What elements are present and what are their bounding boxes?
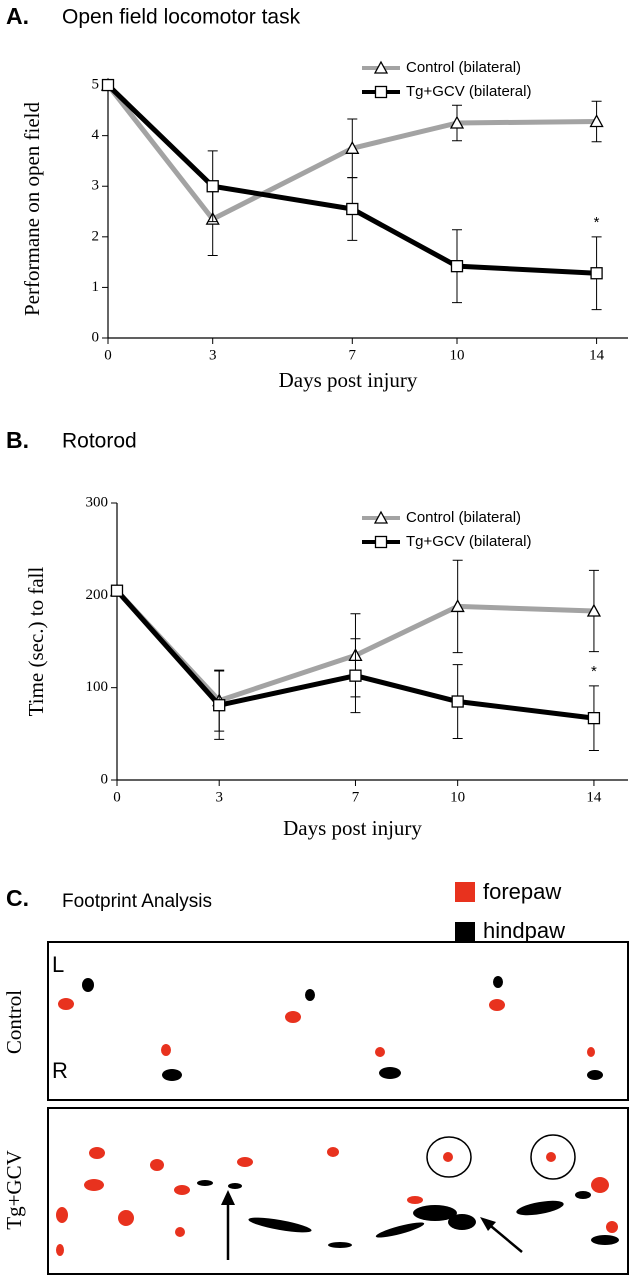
chart-title: Open field locomotor task	[62, 6, 301, 29]
row-label: Control	[2, 990, 26, 1054]
y-tick-label: 4	[92, 127, 100, 143]
marker	[450, 599, 465, 613]
legend-label: forepaw	[483, 879, 561, 904]
x-axis-label: Days post injury	[279, 368, 418, 392]
legend-label: hindpaw	[483, 918, 565, 943]
x-tick-label: 7	[349, 347, 357, 363]
panel-label: A.	[6, 3, 29, 29]
y-tick-label: 300	[86, 494, 109, 510]
y-tick-label: 100	[86, 679, 109, 695]
marker	[451, 695, 464, 708]
marker	[450, 260, 464, 273]
row-label: Tg+GCV	[2, 1150, 26, 1230]
marker	[101, 78, 115, 92]
chart-title: Rotorod	[62, 430, 137, 453]
x-tick-label: 10	[450, 789, 465, 805]
marker	[349, 669, 362, 682]
marker	[589, 114, 604, 128]
footprint-box	[47, 941, 629, 1101]
annotation: *	[594, 214, 600, 231]
marker	[110, 584, 124, 597]
legend-swatch	[455, 882, 475, 902]
marker	[345, 140, 360, 154]
y-tick-label: 1	[92, 279, 100, 295]
x-tick-label: 3	[215, 789, 223, 805]
footprints	[56, 976, 619, 1260]
x-tick-label: 3	[209, 347, 217, 363]
y-tick-label: 5	[92, 76, 100, 92]
legend-marker	[374, 85, 388, 99]
legend-label: Tg+GCV (bilateral)	[406, 533, 531, 550]
y-tick-label: 3	[92, 178, 100, 194]
side-label: L	[52, 952, 64, 977]
marker	[213, 699, 226, 712]
legend-label: Tg+GCV (bilateral)	[406, 83, 531, 100]
y-tick-label: 0	[92, 329, 100, 345]
y-axis-label: Performane on open field	[20, 101, 44, 316]
legend-label: Control (bilateral)	[406, 59, 521, 76]
x-tick-label: 14	[586, 789, 602, 805]
marker	[587, 711, 601, 725]
legend-label: Control (bilateral)	[406, 509, 521, 526]
y-tick-label: 200	[86, 587, 109, 603]
side-label: R	[52, 1058, 68, 1083]
panel-label: B.	[6, 427, 29, 453]
marker	[346, 202, 359, 216]
marker	[449, 115, 465, 129]
legend-marker	[374, 535, 388, 549]
x-axis-label: Days post injury	[283, 816, 422, 840]
x-tick-label: 7	[352, 789, 360, 805]
legend-swatch	[455, 922, 475, 942]
panel-label: C.	[6, 885, 29, 911]
panel-title: Footprint Analysis	[62, 891, 212, 912]
y-tick-label: 2	[92, 228, 100, 244]
marker	[586, 603, 602, 617]
x-tick-label: 0	[104, 347, 112, 363]
annotation: *	[591, 663, 597, 680]
footprint-box	[47, 1107, 629, 1275]
x-tick-label: 10	[449, 347, 464, 363]
marker	[206, 180, 219, 193]
x-tick-label: 0	[113, 789, 121, 805]
x-tick-label: 14	[589, 347, 605, 363]
y-tick-label: 0	[101, 771, 109, 787]
legend-marker	[373, 510, 389, 524]
y-axis-label: Time (sec.) to fall	[24, 566, 48, 716]
legend-marker	[373, 60, 389, 74]
marker	[590, 267, 603, 280]
